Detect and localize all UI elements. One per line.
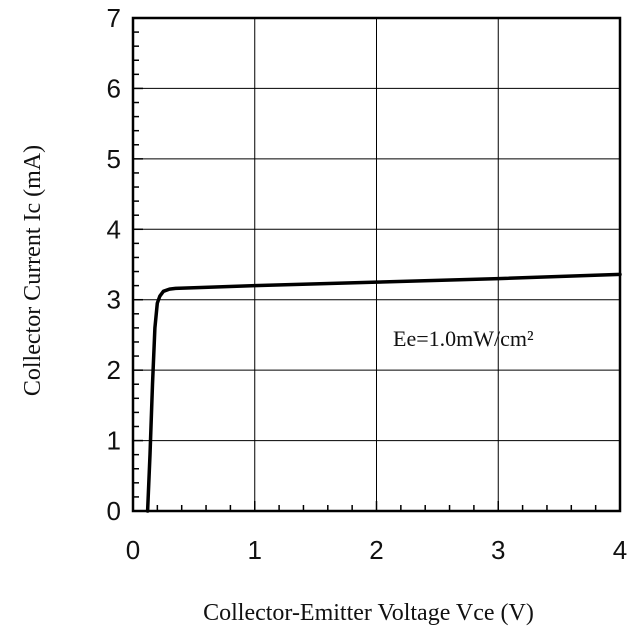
y-axis-title: Collector Current Ic (mA) xyxy=(20,145,46,396)
y-tick-label: 7 xyxy=(107,3,121,33)
tick-labels-layer: 0 1 2 3 4 0 1 2 3 4 5 6 7 xyxy=(107,3,628,565)
x-tick-label: 1 xyxy=(248,535,262,565)
x-tick-label: 2 xyxy=(369,535,383,565)
y-tick-label: 0 xyxy=(107,496,121,526)
y-tick-label: 1 xyxy=(107,426,121,456)
series-layer xyxy=(145,272,622,513)
x-tick-label: 0 xyxy=(126,535,140,565)
series-line xyxy=(145,272,622,513)
annotation-label: Ee=1.0mW/cm² xyxy=(393,326,534,351)
x-axis-title: Collector-Emitter Voltage Vce (V) xyxy=(203,600,534,626)
x-tick-label: 4 xyxy=(613,535,627,565)
x-tick-label: 3 xyxy=(491,535,505,565)
y-tick-label: 4 xyxy=(107,214,121,244)
y-tick-label: 3 xyxy=(107,285,121,315)
y-tick-label: 6 xyxy=(107,73,121,103)
y-tick-label: 2 xyxy=(107,355,121,385)
grid-layer xyxy=(133,18,620,511)
plot-frame xyxy=(131,16,622,513)
y-tick-label: 5 xyxy=(107,144,121,174)
